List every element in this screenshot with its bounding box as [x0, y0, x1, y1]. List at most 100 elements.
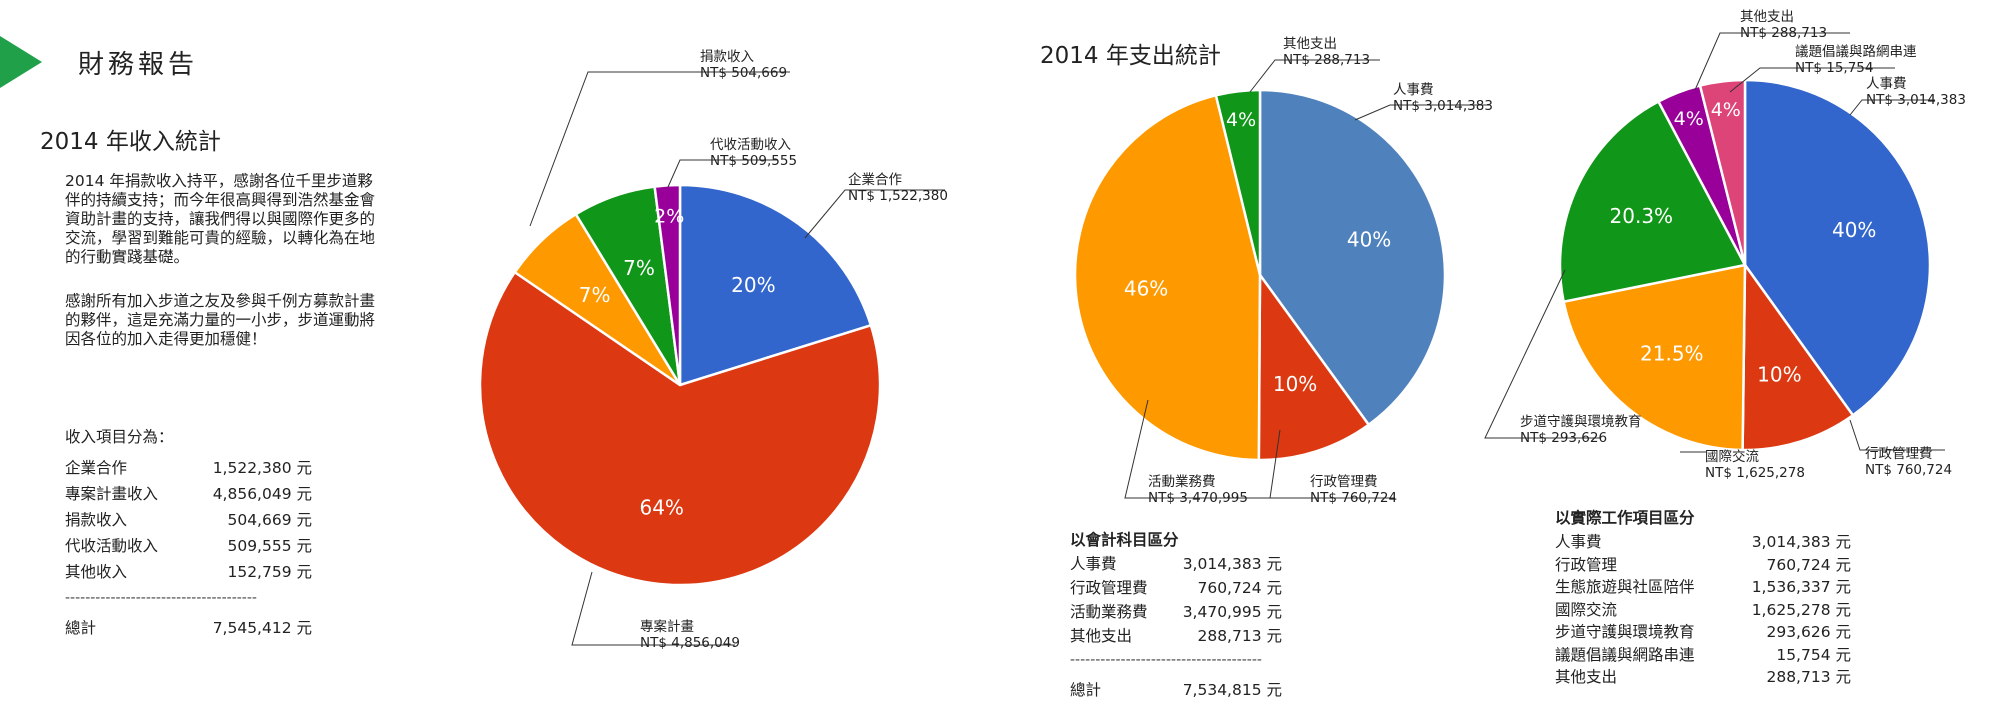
- accounting-row-value: 760,724 元: [1197, 579, 1282, 597]
- work-row: 議題倡議與網路串連 15,754 元: [1555, 644, 1851, 667]
- callout-name: 步道守護與環境教育: [1520, 414, 1642, 430]
- income-paragraph-1: 2014 年捐款收入持平，感謝各位千里步道夥伴的持續支持；而今年很高興得到浩然基…: [65, 172, 376, 266]
- income-row-value: 1,522,380 元: [212, 459, 312, 477]
- income-row-label: 代收活動收入: [65, 537, 159, 555]
- callout-value: NT$ 504,669: [700, 65, 787, 81]
- slice-percent-label: 46%: [1124, 276, 1168, 300]
- slice-percent-label: 64%: [639, 496, 683, 520]
- callout-leader-line: [1849, 99, 1935, 116]
- slice-percent-label: 7%: [623, 256, 655, 280]
- accounting-row-label: 人事費: [1070, 555, 1117, 573]
- callout-leader-line: [804, 189, 945, 239]
- slice-percent-label: 10%: [1273, 372, 1317, 396]
- income-row-label: 捐款收入: [65, 511, 128, 529]
- pie-slice: [478, 270, 882, 587]
- accounting-row-label: 行政管理費: [1070, 579, 1148, 597]
- callout-leader-line: [1729, 67, 1895, 93]
- work-row: 國際交流 1,625,278 元: [1555, 599, 1851, 622]
- pie-slice: [1214, 88, 1262, 276]
- income-total-row: 總計 7,545,412 元: [65, 615, 315, 641]
- income-list-title: 收入項目分為：: [65, 428, 174, 446]
- income-row: 企業合作 1,522,380 元: [65, 455, 315, 481]
- callout-value: NT$ 288,713: [1740, 25, 1827, 41]
- callout-leader-line: [667, 159, 778, 188]
- income-row-label: 企業合作: [65, 459, 128, 477]
- callout-value: NT$ 288,713: [1283, 52, 1370, 68]
- work-row: 人事費 3,014,383 元: [1555, 531, 1851, 554]
- callout-leader-line: [1249, 59, 1380, 93]
- slice-percent-label: 40%: [1832, 218, 1876, 242]
- work-row-label: 議題倡議與網路串連: [1555, 645, 1695, 664]
- header-triangle-icon: [0, 36, 42, 88]
- pie-slice: [1743, 78, 1932, 418]
- callout-value: NT$ 293,626: [1520, 430, 1607, 446]
- accounting-row-label: 活動業務費: [1070, 603, 1148, 621]
- pie-slice: [1257, 271, 1371, 462]
- income-divider: --------------------------------------: [65, 590, 257, 606]
- income-row-value: 4,856,049 元: [212, 485, 312, 503]
- work-row-value: 3,014,383 元: [1751, 533, 1851, 551]
- work-row-value: 288,713 元: [1766, 668, 1851, 686]
- work-title: 以實際工作項目區分: [1555, 509, 1695, 527]
- callout-value: NT$ 1,625,278: [1705, 465, 1805, 481]
- pie-slice: [1562, 263, 1747, 452]
- accounting-table: 人事費 3,014,383 元 行政管理費 760,724 元 活動業務費 3,…: [1070, 552, 1282, 702]
- slice-percent-label: 4%: [1226, 109, 1256, 131]
- work-row-label: 國際交流: [1555, 600, 1618, 619]
- income-row-label: 其他收入: [65, 563, 128, 581]
- callout-name: 捐款收入: [700, 49, 754, 65]
- pie-slice: [1558, 99, 1747, 304]
- income-row-value: 504,669 元: [227, 511, 312, 529]
- callout-name: 企業合作: [848, 171, 902, 188]
- accounting-row-label: 其他支出: [1070, 627, 1133, 645]
- work-row: 行政管理 760,724 元: [1555, 554, 1851, 577]
- work-row-value: 1,536,337 元: [1751, 578, 1851, 596]
- accounting-row: 行政管理費 760,724 元: [1070, 576, 1282, 600]
- expense-title: 2014 年支出統計: [1040, 43, 1221, 69]
- work-row-label: 其他支出: [1555, 668, 1618, 686]
- callout-name: 代收活動收入: [710, 137, 791, 153]
- callout-name: 活動業務費: [1148, 474, 1216, 490]
- work-row-label: 人事費: [1555, 533, 1602, 551]
- slice-percent-label: 7%: [579, 283, 611, 307]
- pie-slice: [653, 183, 682, 386]
- income-total-value: 7,545,412 元: [212, 619, 312, 637]
- work-row-value: 293,626 元: [1766, 623, 1851, 641]
- income-table: 企業合作 1,522,380 元 專案計畫收入 4,856,049 元 捐款收入…: [65, 455, 315, 641]
- pie-slice: [1073, 93, 1262, 462]
- slice-percent-label: 4%: [1711, 99, 1741, 121]
- work-row-value: 1,625,278 元: [1751, 600, 1851, 619]
- accounting-total-row: 總計 7,534,815 元: [1070, 678, 1282, 702]
- slice-percent-label: 2%: [654, 205, 684, 227]
- income-title: 2014 年收入統計: [40, 129, 221, 155]
- callout-name: 行政管理費: [1865, 446, 1933, 462]
- work-row-label: 行政管理: [1555, 555, 1618, 574]
- accounting-total-value: 7,534,815 元: [1182, 681, 1282, 699]
- pie-slice: [1258, 88, 1447, 427]
- callout-value: NT$ 3,014,383: [1393, 98, 1493, 114]
- income-row: 其他收入 152,759 元: [65, 559, 315, 585]
- callout-leader-line: [1849, 419, 1945, 451]
- accounting-row: 活動業務費 3,470,995 元: [1070, 600, 1282, 624]
- callout-name: 其他支出: [1283, 36, 1337, 52]
- callout-leader-line: [1124, 399, 1280, 499]
- work-row-label: 步道守護與環境教育: [1555, 623, 1695, 641]
- callout-name: 人事費: [1866, 76, 1907, 92]
- callout-value: NT$ 1,522,380: [848, 188, 948, 204]
- callout-value: NT$ 760,724: [1310, 490, 1397, 506]
- accounting-title: 以會計科目區分: [1070, 531, 1179, 549]
- callout-name: 議題倡議與路網串連: [1795, 43, 1917, 60]
- work-row-label: 生態旅遊與社區陪伴: [1555, 578, 1695, 596]
- callout-leader-line: [1354, 104, 1490, 121]
- work-row: 步道守護與環境教育 293,626 元: [1555, 621, 1851, 644]
- income-paragraph-2: 感謝所有加入步道之友及參與千例方募款計畫的夥伴，這是充滿力量的一小步，步道運動將…: [65, 292, 376, 348]
- income-row-value: 509,555 元: [227, 537, 312, 555]
- slice-percent-label: 40%: [1347, 228, 1391, 252]
- income-row: 代收活動收入 509,555 元: [65, 533, 315, 559]
- callout-name: 專案計畫: [640, 618, 694, 635]
- accounting-row: 其他支出 288,713 元: [1070, 624, 1282, 648]
- income-row: 專案計畫收入 4,856,049 元: [65, 481, 315, 507]
- callout-value: NT$ 4,856,049: [640, 635, 740, 651]
- work-row-value: 15,754 元: [1776, 645, 1851, 664]
